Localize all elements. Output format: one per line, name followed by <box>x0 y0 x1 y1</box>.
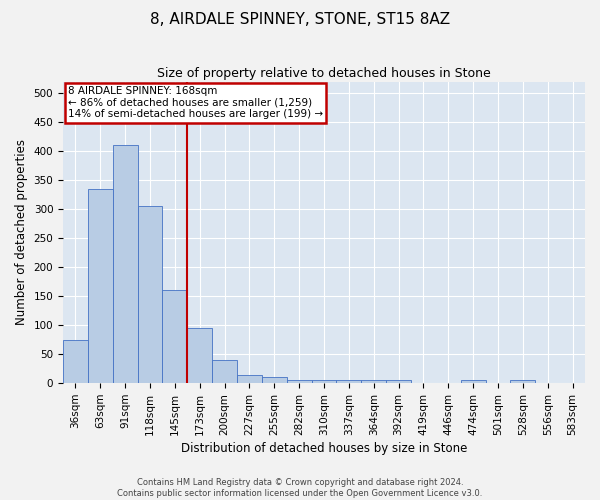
Bar <box>287 380 311 383</box>
Text: Contains HM Land Registry data © Crown copyright and database right 2024.
Contai: Contains HM Land Registry data © Crown c… <box>118 478 482 498</box>
Bar <box>262 378 287 383</box>
Bar <box>212 360 237 383</box>
Bar <box>311 380 337 383</box>
Bar <box>461 380 485 383</box>
Title: Size of property relative to detached houses in Stone: Size of property relative to detached ho… <box>157 68 491 80</box>
Bar <box>113 146 137 383</box>
Bar <box>511 380 535 383</box>
Bar <box>337 380 361 383</box>
Bar <box>88 189 113 383</box>
Y-axis label: Number of detached properties: Number of detached properties <box>15 140 28 326</box>
Bar <box>187 328 212 383</box>
Bar <box>163 290 187 383</box>
Bar <box>386 380 411 383</box>
Bar <box>237 374 262 383</box>
Bar <box>137 206 163 383</box>
Text: 8 AIRDALE SPINNEY: 168sqm
← 86% of detached houses are smaller (1,259)
14% of se: 8 AIRDALE SPINNEY: 168sqm ← 86% of detac… <box>68 86 323 120</box>
Text: 8, AIRDALE SPINNEY, STONE, ST15 8AZ: 8, AIRDALE SPINNEY, STONE, ST15 8AZ <box>150 12 450 28</box>
Bar <box>63 340 88 383</box>
X-axis label: Distribution of detached houses by size in Stone: Distribution of detached houses by size … <box>181 442 467 455</box>
Bar <box>361 380 386 383</box>
